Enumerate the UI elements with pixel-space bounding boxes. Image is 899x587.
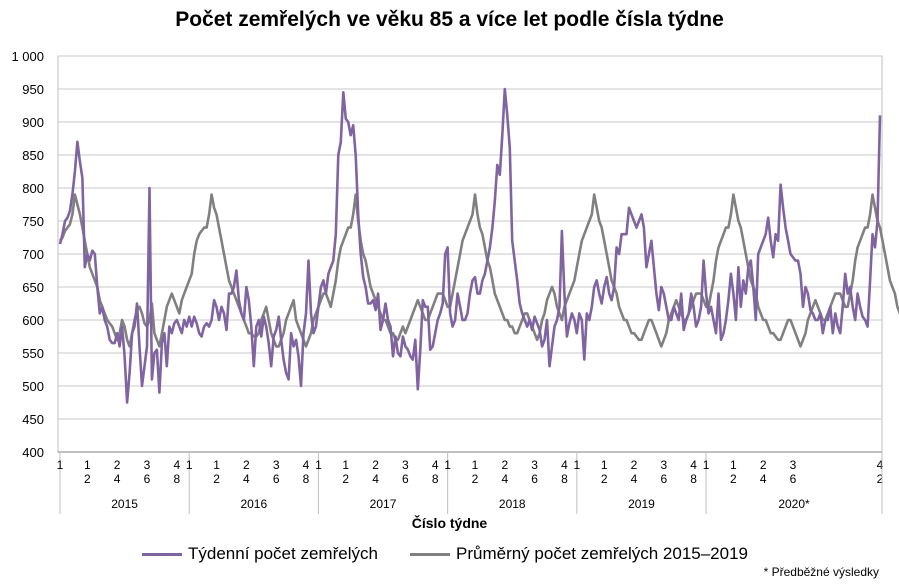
x-tick-label: 1 bbox=[703, 458, 710, 472]
x-tick-label: 4 bbox=[114, 472, 121, 486]
legend-item-average: Průměrný počet zemřelých 2015–2019 bbox=[410, 544, 748, 564]
x-tick-label: 1 bbox=[472, 458, 479, 472]
x-tick-label: 4 bbox=[760, 472, 767, 486]
x-tick-label: 1 bbox=[186, 458, 193, 472]
x-tick-label: 2 bbox=[601, 472, 608, 486]
y-tick-label: 400 bbox=[22, 445, 44, 460]
x-tick-label: 4 bbox=[372, 472, 379, 486]
year-label: 2020* bbox=[778, 497, 810, 511]
series-line-weekly bbox=[58, 87, 882, 404]
x-tick-label: 1 bbox=[213, 458, 220, 472]
x-tick-label: 8 bbox=[690, 472, 697, 486]
x-tick-label: 4 bbox=[877, 458, 884, 472]
x-tick-label: 4 bbox=[432, 458, 439, 472]
x-tick-label: 3 bbox=[531, 458, 538, 472]
x-tick-label: 4 bbox=[631, 472, 638, 486]
x-tick-label: 3 bbox=[144, 458, 151, 472]
x-tick-label: 6 bbox=[660, 472, 667, 486]
y-tick-label: 500 bbox=[22, 379, 44, 394]
x-tick-label: 1 bbox=[84, 458, 91, 472]
legend: Týdenní počet zemřelých Průměrný počet z… bbox=[0, 544, 899, 570]
x-tick-label: 6 bbox=[144, 472, 151, 486]
footnote: * Předběžné výsledky bbox=[763, 565, 879, 579]
x-tick-label: 2 bbox=[730, 472, 737, 486]
x-tick-label: 3 bbox=[660, 458, 667, 472]
x-tick-label: 8 bbox=[303, 472, 310, 486]
year-label: 2019 bbox=[628, 497, 655, 511]
x-tick-label: 8 bbox=[173, 472, 180, 486]
y-tick-label: 750 bbox=[22, 214, 44, 229]
x-tick-label: 6 bbox=[790, 472, 797, 486]
y-tick-label: 600 bbox=[22, 313, 44, 328]
y-tick-label: 450 bbox=[22, 412, 44, 427]
legend-label-weekly: Týdenní počet zemřelých bbox=[188, 544, 378, 563]
year-label: 2017 bbox=[370, 497, 397, 511]
x-tick-label: 4 bbox=[690, 458, 697, 472]
x-tick-label: 6 bbox=[273, 472, 280, 486]
legend-label-average: Průměrný počet zemřelých 2015–2019 bbox=[456, 544, 748, 563]
x-tick-label: 4 bbox=[173, 458, 180, 472]
x-tick-label: 3 bbox=[402, 458, 409, 472]
x-tick-label: 4 bbox=[243, 472, 250, 486]
x-tick-label: 1 bbox=[730, 458, 737, 472]
x-tick-label: 6 bbox=[402, 472, 409, 486]
y-tick-label: 800 bbox=[22, 181, 44, 196]
x-tick-label: 1 bbox=[601, 458, 608, 472]
x-tick-label: 4 bbox=[561, 458, 568, 472]
x-tick-label: 2 bbox=[84, 472, 91, 486]
y-tick-label: 900 bbox=[22, 115, 44, 130]
x-tick-label: 2 bbox=[472, 472, 479, 486]
x-axis-label: Číslo týdne bbox=[411, 515, 488, 531]
x-tick-label: 1 bbox=[574, 458, 581, 472]
x-tick-label: 8 bbox=[432, 472, 439, 486]
x-tick-label: 1 bbox=[444, 458, 451, 472]
y-tick-label: 950 bbox=[22, 82, 44, 97]
x-tick-label: 4 bbox=[501, 472, 508, 486]
x-tick-label: 2 bbox=[213, 472, 220, 486]
x-tick-label: 2 bbox=[760, 458, 767, 472]
year-label: 2018 bbox=[499, 497, 526, 511]
x-tick-label: 1 bbox=[315, 458, 322, 472]
year-label: 2016 bbox=[240, 497, 267, 511]
legend-item-weekly: Týdenní počet zemřelých bbox=[142, 544, 378, 564]
x-tick-label: 2 bbox=[243, 458, 250, 472]
x-tick-label: 2 bbox=[342, 472, 349, 486]
x-tick-label: 2 bbox=[877, 472, 884, 486]
legend-swatch-weekly bbox=[142, 552, 182, 556]
x-tick-label: 2 bbox=[372, 458, 379, 472]
y-tick-label: 700 bbox=[22, 247, 44, 262]
x-tick-label: 2 bbox=[114, 458, 121, 472]
x-tick-label: 3 bbox=[790, 458, 797, 472]
y-tick-label: 850 bbox=[22, 148, 44, 163]
y-tick-label: 650 bbox=[22, 280, 44, 295]
y-tick-label: 1 000 bbox=[11, 49, 44, 64]
x-tick-label: 8 bbox=[561, 472, 568, 486]
x-tick-label: 2 bbox=[631, 458, 638, 472]
x-tick-label: 2 bbox=[501, 458, 508, 472]
x-tick-label: 3 bbox=[273, 458, 280, 472]
x-tick-label: 6 bbox=[531, 472, 538, 486]
y-tick-label: 550 bbox=[22, 346, 44, 361]
x-tick-label: 1 bbox=[342, 458, 349, 472]
x-tick-label: 4 bbox=[303, 458, 310, 472]
x-tick-label: 1 bbox=[57, 458, 64, 472]
legend-swatch-average bbox=[410, 552, 450, 556]
year-label: 2015 bbox=[111, 497, 138, 511]
chart-title: Počet zemřelých ve věku 85 a více let po… bbox=[175, 8, 724, 31]
